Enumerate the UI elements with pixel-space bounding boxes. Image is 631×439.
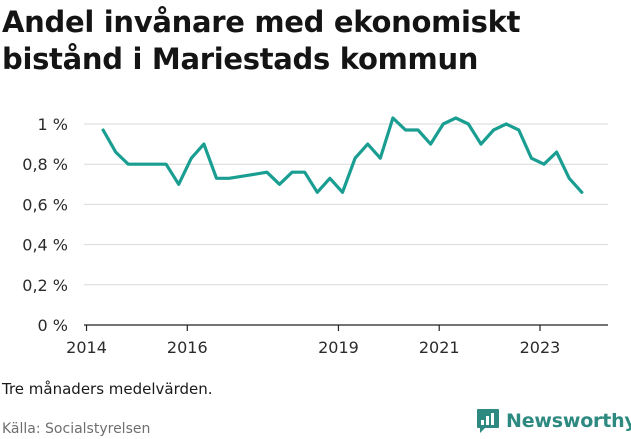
- data-point: [479, 142, 483, 146]
- data-point: [404, 128, 407, 132]
- data-point: [265, 171, 269, 174]
- data-point: [429, 142, 432, 146]
- source-label: Källa: Socialstyrelsen: [2, 421, 151, 437]
- y-axis: 0 % 0,2 % 0,4 % 0,6 % 0,8 % 1 %: [22, 115, 68, 335]
- y-tick-label: 0,6 %: [22, 195, 68, 214]
- x-tick-label: 2021: [419, 338, 460, 357]
- data-point: [190, 156, 193, 160]
- data-point: [505, 122, 508, 126]
- chart-note: Tre månaders medelvärden.: [2, 380, 213, 398]
- data-point: [492, 128, 495, 132]
- data-point: [379, 156, 382, 160]
- data-point: [215, 177, 218, 180]
- x-tick-label: 2023: [520, 338, 561, 357]
- data-point: [416, 128, 420, 132]
- data-point: [278, 183, 281, 186]
- data-point: [227, 177, 231, 180]
- data-point: [290, 171, 294, 174]
- data-point: [139, 163, 143, 166]
- data-point: [467, 122, 470, 126]
- data-point: [253, 173, 256, 176]
- brand-logo: Newsworthy: [476, 408, 631, 434]
- data-point: [202, 142, 206, 146]
- grid-lines: [84, 123, 608, 326]
- series-line: [101, 116, 584, 194]
- y-tick-label: 0,8 %: [22, 155, 68, 174]
- x-tick-label: 2019: [318, 338, 359, 357]
- data-point: [391, 116, 395, 120]
- y-tick-label: 0,4 %: [22, 236, 68, 255]
- data-point: [341, 191, 344, 194]
- data-point: [442, 122, 445, 126]
- data-point: [568, 177, 571, 180]
- data-point: [580, 191, 583, 194]
- y-tick-label: 1 %: [38, 115, 68, 134]
- data-point: [164, 163, 168, 166]
- x-tick-label: 2014: [66, 338, 107, 357]
- data-point: [353, 156, 357, 160]
- line-chart: 0 %0,2 %0,4 %0,6 %0,8 %1 % 2014 2016 2019 2…: [22, 115, 608, 357]
- data-point: [328, 177, 332, 180]
- chart-title: Andel invånare med ekonomiskt bistånd i …: [2, 5, 521, 76]
- data-point: [303, 171, 306, 174]
- newsworthy-logo-icon: [477, 409, 499, 433]
- data-point: [114, 150, 117, 154]
- data-point: [127, 163, 130, 166]
- data-point: [101, 128, 105, 132]
- data-point: [454, 116, 458, 120]
- x-tick-label: 2016: [167, 338, 208, 357]
- series-layer: [101, 116, 584, 194]
- data-point: [542, 163, 546, 166]
- data-point: [240, 175, 243, 178]
- data-point: [517, 128, 521, 132]
- data-point: [177, 183, 180, 186]
- x-axis: 2014 2016 2019 2021 2023: [66, 325, 560, 357]
- y-tick-label: 0,2 %: [22, 276, 68, 295]
- data-point: [366, 142, 369, 146]
- y-tick-label: 0 %: [38, 316, 68, 335]
- data-point: [555, 150, 558, 154]
- data-point: [530, 156, 533, 160]
- data-point: [152, 163, 155, 166]
- brand-name: Newsworthy: [506, 410, 631, 432]
- data-point: [316, 191, 319, 194]
